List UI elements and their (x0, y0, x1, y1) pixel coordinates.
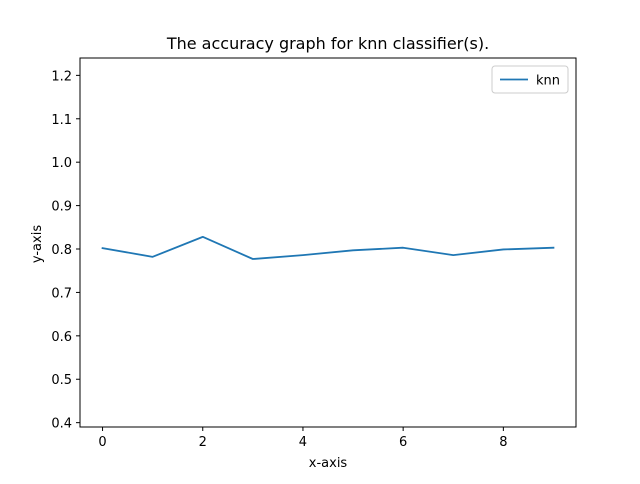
x-tick-label-0: 0 (98, 435, 106, 450)
y-tick-label-6: 1.0 (51, 156, 72, 171)
x-tick-label-4: 8 (499, 435, 507, 450)
y-axis-label: y-axis (30, 225, 45, 263)
y-tick-label-1: 0.5 (51, 373, 72, 388)
legend: knn (492, 66, 568, 93)
x-tick-label-3: 6 (399, 435, 407, 450)
y-tick-label-7: 1.1 (51, 113, 72, 128)
x-tick-label-2: 4 (299, 435, 307, 450)
y-tick-label-4: 0.8 (51, 243, 72, 258)
y-tick-label-5: 0.9 (51, 200, 72, 215)
chart-title: The accuracy graph for knn classifier(s)… (166, 34, 489, 53)
y-tick-label-8: 1.2 (51, 69, 72, 84)
y-tick-label-0: 0.4 (51, 417, 72, 432)
y-tick-label-2: 0.6 (51, 330, 72, 345)
x-tick-label-1: 2 (199, 435, 207, 450)
y-tick-label-3: 0.7 (51, 286, 72, 301)
x-axis-label: x-axis (309, 456, 348, 471)
legend-label-0: knn (536, 74, 560, 89)
